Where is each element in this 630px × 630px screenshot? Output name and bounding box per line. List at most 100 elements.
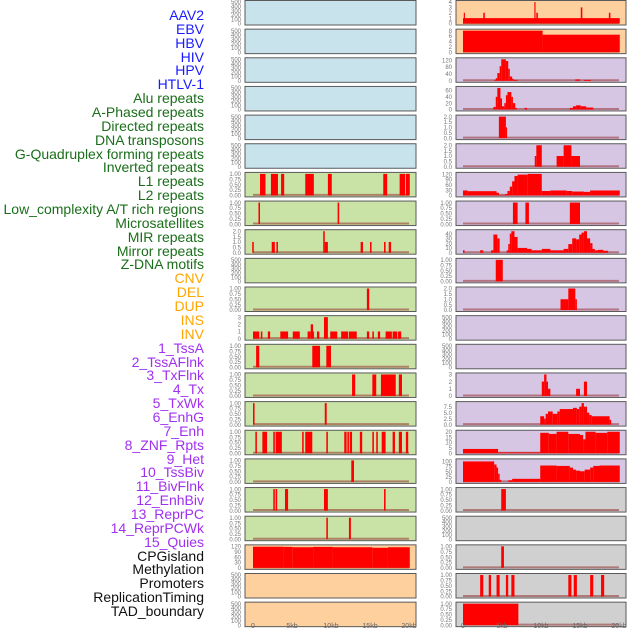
y-tick-label: 90 <box>234 550 241 556</box>
y-tick-label: 200 <box>442 529 453 535</box>
y-tick-label: 0.25 <box>229 532 241 538</box>
data-bar <box>609 419 612 425</box>
track-label: Inverted repeats <box>102 159 204 176</box>
data-bar <box>563 145 572 167</box>
data-bar <box>253 403 255 425</box>
y-tick-label: 0.5 <box>444 303 453 309</box>
data-bar <box>253 331 260 339</box>
track-panel: 0.000.250.500.751.00 <box>440 544 627 572</box>
data-bar <box>583 191 591 196</box>
y-tick-label: 0.5 <box>233 246 242 252</box>
track-panel: 0.000.250.500.751.00 <box>229 429 417 457</box>
y-tick-label: 0.25 <box>440 274 452 280</box>
data-bar <box>517 247 527 253</box>
track-label: HIV <box>180 48 204 65</box>
x-tick-label: 5kb <box>496 623 507 630</box>
y-tick-label: 500 <box>442 315 453 321</box>
y-tick-label: 200 <box>231 271 242 277</box>
y-tick-label: 400 <box>442 520 453 526</box>
y-tick-label: 0.75 <box>229 407 241 413</box>
data-bar <box>463 190 468 196</box>
data-bar <box>572 469 577 482</box>
data-bar <box>550 250 564 253</box>
track-label: L1 repeats <box>137 173 204 190</box>
y-tick-label: 100 <box>442 533 453 539</box>
data-bar <box>556 156 564 167</box>
y-tick-label: 0.25 <box>229 360 241 366</box>
y-tick-label: 500 <box>231 573 242 579</box>
y-tick-label: 0 <box>449 451 453 457</box>
track-panel: 0.00.51.01.52.0 <box>444 286 627 314</box>
track-label: HTLV-1 <box>157 76 204 93</box>
data-bar <box>324 241 328 253</box>
data-bar <box>548 411 553 425</box>
y-tick-label: 200 <box>231 13 242 19</box>
data-bar <box>534 2 536 24</box>
data-bar <box>587 412 590 425</box>
y-tick-label: 200 <box>231 615 242 621</box>
y-tick-label: 0 <box>449 251 453 257</box>
panel-border <box>244 429 417 456</box>
y-tick-label: 5 <box>449 446 453 452</box>
data-bar <box>467 191 497 196</box>
data-bar <box>514 176 518 196</box>
track-label: Low_complexity A/T rich regions <box>3 201 205 218</box>
y-tick-label: 1.00 <box>229 201 241 207</box>
panel-background <box>245 57 416 83</box>
y-tick-label: 300 <box>231 66 242 72</box>
y-tick-label: 0.00 <box>229 537 241 543</box>
x-tick-label: 0 <box>461 623 465 630</box>
data-bar <box>590 190 620 196</box>
track-panel: 0.000.250.500.751.00 <box>440 573 627 601</box>
panel-border <box>455 343 627 370</box>
x-tick-label: 15kb <box>572 623 587 630</box>
data-bar <box>480 575 484 597</box>
panel-border <box>455 0 627 26</box>
y-tick-label: 0 <box>449 394 453 400</box>
panel-background <box>245 201 416 226</box>
y-tick-label: 300 <box>231 37 242 43</box>
data-bar <box>377 331 381 339</box>
panel-border <box>455 601 627 628</box>
y-tick-label: 0.75 <box>229 435 241 441</box>
panel-background <box>245 0 416 25</box>
panel-background <box>245 458 416 484</box>
track-label: 3_TxFlnk <box>146 367 204 384</box>
data-bar <box>372 547 388 568</box>
data-bar <box>608 12 611 24</box>
track-panel: 0.000.250.500.751.00 <box>229 171 417 200</box>
y-tick-label: 0.50 <box>440 584 452 590</box>
data-bar <box>580 106 587 110</box>
track-label: DUP <box>174 298 204 315</box>
y-tick-label: 2 <box>449 380 453 386</box>
y-tick-label: 0.25 <box>229 417 241 423</box>
track-label: Methylation <box>132 561 204 578</box>
panel-border <box>244 286 417 312</box>
data-bar <box>594 250 598 253</box>
y-tick-label: 0.00 <box>440 595 452 601</box>
panel-background <box>456 229 626 255</box>
panel-background <box>245 573 416 598</box>
data-bar <box>463 12 465 24</box>
track-label: 13_ReprPC <box>130 505 204 522</box>
y-tick-label: 1.00 <box>229 430 241 436</box>
y-tick-label: 0.00 <box>229 509 241 515</box>
data-bar <box>398 431 402 454</box>
y-tick-label: 0.75 <box>440 607 452 613</box>
track-panel: 012 3 <box>238 315 417 343</box>
data-bar <box>302 431 304 454</box>
y-tick-label: 400 <box>231 606 242 612</box>
y-tick-label: 0.75 <box>229 378 241 384</box>
panel-border <box>244 143 417 169</box>
track-panel: 0.000.250.500.751.00 <box>229 458 417 486</box>
data-bar <box>483 12 485 24</box>
x-tick-label: 20kb <box>401 623 416 630</box>
y-tick-label: 100 <box>231 46 242 52</box>
data-bar <box>576 239 580 253</box>
data-bar <box>513 79 518 81</box>
y-tick-label: 300 <box>442 525 453 531</box>
track-panel: 0.000.250.500.751.00 <box>440 601 627 629</box>
y-tick-label: 40 <box>445 232 452 238</box>
